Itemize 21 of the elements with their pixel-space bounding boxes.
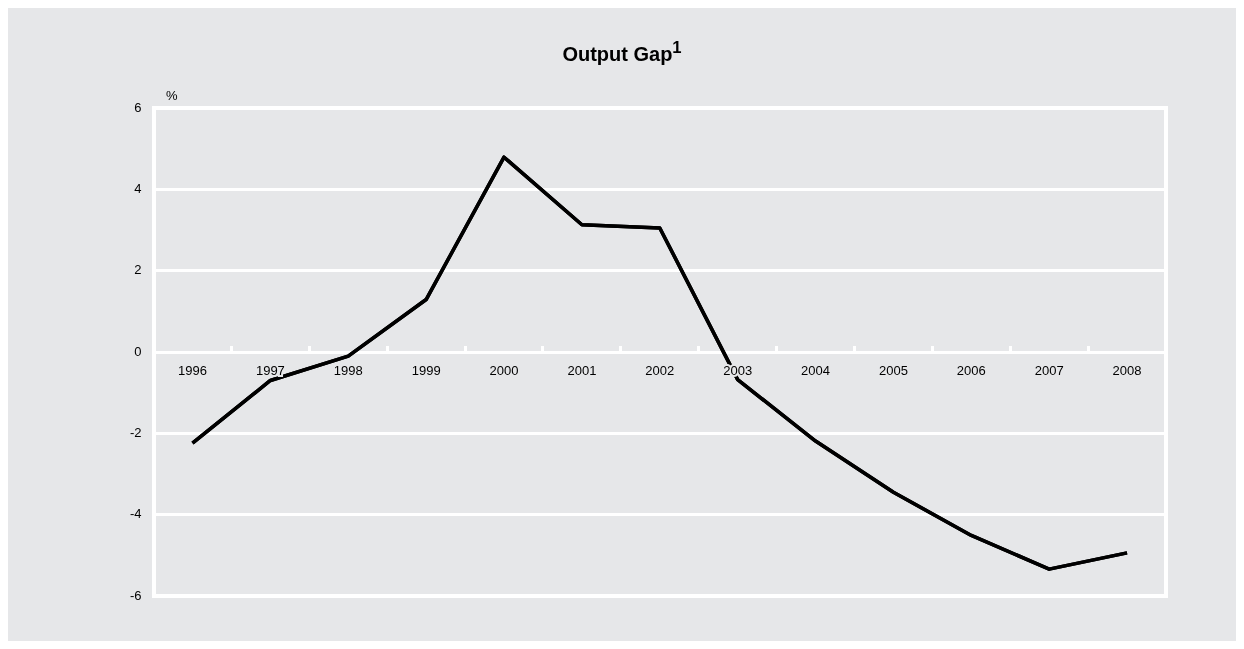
y-tick-label: -6 [130,587,142,603]
x-tick-label: 1996 [178,363,207,379]
x-tick-label: 2002 [645,363,675,379]
x-tick-label: 2004 [801,363,830,379]
y-tick-label: -4 [130,506,142,522]
x-tick-label: 2006 [956,363,986,379]
x-tick-label: 2007 [1034,363,1064,379]
x-tick-label: 2001 [567,363,597,379]
x-tick-label: 2000 [489,363,519,379]
x-tick-label: 2005 [878,363,908,379]
y-tick-label: -2 [130,424,142,440]
x-tick-label: 1997 [255,363,285,379]
x-tick-label: 1999 [411,363,441,379]
y-tick-label: 4 [134,180,142,196]
y-axis-title: % [166,88,178,103]
chart-title: Output Gap$^{1}$ [561,38,683,66]
y-tick-label: 0 [134,343,142,359]
y-tick-label: 2 [134,262,142,278]
x-tick-label: 2008 [1112,363,1142,379]
x-tick-label: 1998 [333,363,363,379]
y-tick-label: 6 [134,99,142,115]
